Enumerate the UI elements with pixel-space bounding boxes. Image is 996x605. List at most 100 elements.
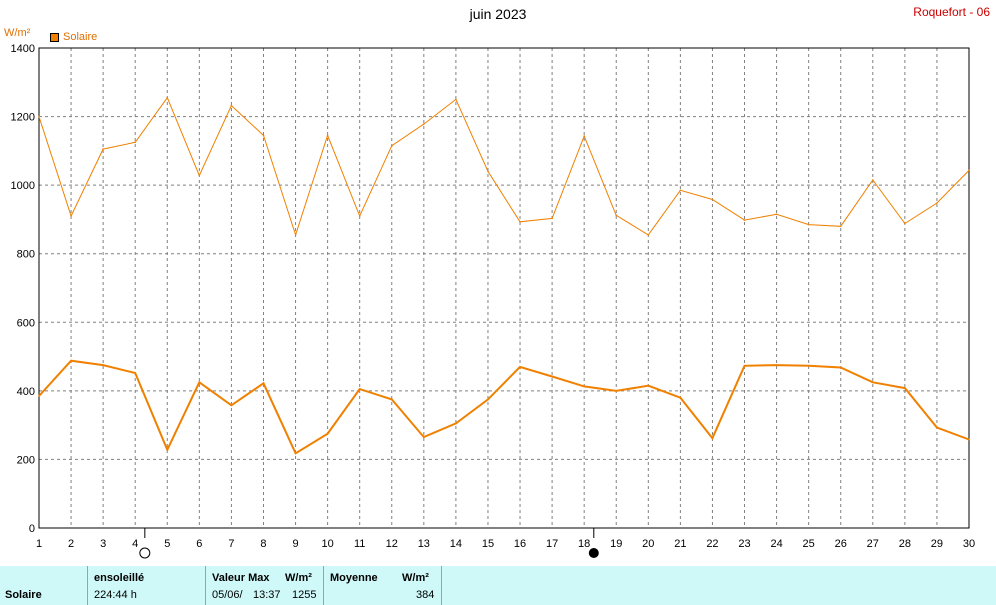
y-tick-label: 200	[17, 454, 35, 466]
y-tick-label: 1400	[11, 43, 35, 55]
data-point-max	[775, 213, 778, 216]
data-point-max	[487, 170, 489, 173]
average-unit: W/m²	[402, 572, 429, 584]
data-point-solaire	[391, 398, 393, 401]
x-tick-label: 9	[292, 538, 298, 550]
data-point-max	[583, 135, 585, 137]
data-point-max	[968, 169, 970, 172]
max-header: Valeur Max	[212, 572, 270, 584]
y-tick-label: 1000	[11, 180, 35, 192]
x-tick-label: 28	[899, 538, 911, 550]
data-point-solaire	[166, 449, 169, 451]
data-point-solaire	[968, 438, 970, 441]
data-point-max	[38, 115, 40, 118]
data-point-max	[936, 202, 938, 204]
x-tick-label: 5	[164, 538, 170, 550]
data-point-max	[519, 221, 521, 223]
x-tick-label: 20	[642, 538, 654, 550]
data-point-solaire	[615, 390, 617, 392]
legend-label: Solaire	[63, 31, 98, 43]
data-point-solaire	[743, 365, 746, 367]
data-point-max	[423, 123, 425, 125]
data-point-solaire	[38, 395, 40, 397]
y-tick-label: 800	[17, 249, 35, 261]
x-tick-label: 30	[963, 538, 975, 550]
x-tick-label: 27	[867, 538, 879, 550]
x-tick-label: 3	[100, 538, 106, 550]
data-point-max	[294, 234, 297, 236]
x-tick-label: 16	[514, 538, 526, 550]
summary-footer: Solaire ensoleillé 224:44 h Valeur Max W…	[0, 566, 996, 605]
data-point-max	[551, 217, 553, 220]
data-point-solaire	[839, 366, 842, 369]
x-tick-label: 15	[482, 538, 494, 550]
data-point-max	[647, 234, 650, 236]
data-point-max	[198, 174, 201, 177]
x-tick-label: 14	[450, 538, 462, 550]
x-tick-label: 26	[835, 538, 847, 550]
data-point-solaire	[647, 384, 650, 387]
x-tick-label: 1	[36, 538, 42, 550]
x-tick-label: 2	[68, 538, 74, 550]
data-point-solaire	[230, 404, 233, 407]
data-point-solaire	[455, 422, 457, 425]
max-unit: W/m²	[285, 572, 312, 584]
max-value: 1255	[292, 589, 317, 601]
x-tick-label: 7	[228, 538, 234, 550]
x-tick-label: 25	[803, 538, 815, 550]
data-point-solaire	[679, 396, 682, 399]
y-tick-label: 1200	[11, 112, 35, 124]
data-point-max	[839, 225, 842, 228]
data-point-max	[230, 104, 233, 107]
data-point-solaire	[423, 436, 425, 438]
data-point-max	[455, 98, 457, 101]
data-point-solaire	[872, 381, 874, 384]
data-point-max	[711, 198, 714, 201]
y-tick-label: 0	[29, 523, 35, 535]
data-point-max	[391, 144, 393, 147]
sunshine-header: ensoleillé	[94, 572, 145, 584]
x-tick-label: 4	[132, 538, 138, 550]
x-tick-label: 21	[674, 538, 686, 550]
full-moon-icon	[139, 547, 151, 559]
series-line-solaire	[38, 359, 970, 455]
data-point-solaire	[807, 365, 810, 367]
chart-title: juin 2023	[469, 6, 527, 22]
footer-sunshine-cell: ensoleillé 224:44 h	[88, 566, 206, 605]
max-time: 13:37	[253, 589, 281, 601]
data-point-solaire	[583, 385, 585, 388]
x-tick-label: 11	[354, 538, 365, 550]
x-tick-label: 23	[738, 538, 750, 550]
x-tick-label: 18	[578, 538, 590, 550]
y-axis-unit: W/m²	[4, 27, 31, 39]
x-tick-label: 24	[770, 538, 782, 550]
data-point-max	[358, 215, 361, 217]
data-point-max	[166, 96, 169, 99]
new-moon-icon	[588, 548, 599, 558]
data-point-solaire	[551, 375, 553, 378]
data-point-solaire	[358, 388, 361, 390]
data-point-max	[70, 215, 72, 217]
x-tick-label: 17	[546, 538, 558, 550]
data-point-max	[743, 219, 746, 221]
x-tick-label: 8	[260, 538, 266, 550]
average-header: Moyenne	[330, 572, 378, 584]
x-tick-label: 12	[386, 538, 398, 550]
data-point-solaire	[294, 452, 297, 455]
y-tick-label: 600	[17, 317, 35, 329]
max-date: 05/06/	[212, 589, 243, 601]
sunshine-value: 224:44 h	[94, 589, 137, 601]
y-tick-label: 400	[17, 386, 35, 398]
data-point-max	[102, 148, 104, 150]
footer-series-label: Solaire	[5, 589, 42, 601]
series-line-max	[38, 96, 970, 237]
x-tick-label: 13	[418, 538, 430, 550]
data-point-solaire	[711, 437, 714, 440]
data-point-solaire	[134, 372, 136, 374]
footer-average-cell: Moyenne W/m² 384	[324, 566, 442, 605]
data-point-max	[904, 222, 906, 225]
x-tick-label: 6	[196, 538, 202, 550]
data-point-solaire	[70, 359, 72, 362]
data-point-solaire	[326, 432, 329, 435]
